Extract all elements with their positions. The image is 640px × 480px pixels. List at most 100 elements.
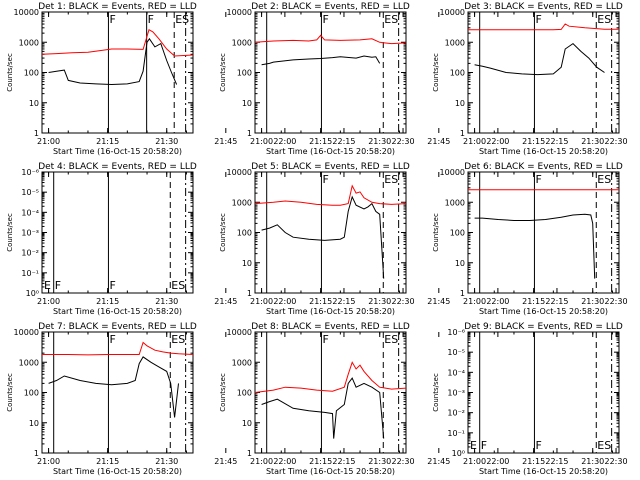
x-tick-label: 21:00 xyxy=(37,297,60,306)
y-tick-label: 1000 xyxy=(232,38,252,47)
x-tick-label: 21:00 xyxy=(250,137,273,146)
y-tick-label: 10 xyxy=(455,99,465,108)
event-marker-label: ES xyxy=(171,333,185,346)
x-tick-label: 22:15 xyxy=(545,297,568,306)
x-tick-label: 21:00 xyxy=(463,137,486,146)
y-axis-label: Counts/sec xyxy=(219,53,227,92)
x-tick-label: 21:45 xyxy=(214,457,237,466)
chart-panel-6: Det 6: BLACK = Events, RED = LLD Counts/s… xyxy=(432,162,623,316)
x-tick-label: 21:15 xyxy=(309,457,332,466)
x-axis-label: Start Time (16-Oct-15 20:58:20) xyxy=(53,467,182,476)
x-tick-label: 22:30 xyxy=(392,297,415,306)
y-tick-label: 1 xyxy=(34,449,39,458)
x-tick-label: 21:00 xyxy=(463,457,486,466)
event-marker-label: F xyxy=(55,279,61,292)
lld-rate-line xyxy=(41,28,194,57)
x-tick-label: 22:30 xyxy=(605,137,628,146)
event-marker-label: F xyxy=(322,13,328,26)
x-tick-label: 22:00 xyxy=(486,457,509,466)
x-tick-label: 21:45 xyxy=(214,137,237,146)
y-tick-label: 1 xyxy=(460,289,465,298)
x-tick-label: 21:00 xyxy=(250,457,273,466)
chart-title: Det 3: BLACK = Events, RED = LLD xyxy=(464,2,623,12)
event-marker-label: F xyxy=(481,439,487,452)
x-tick-label: 21:45 xyxy=(427,457,450,466)
y-tick-label: 10⁻¹ xyxy=(21,269,39,278)
y-tick-label: 100 xyxy=(450,229,465,238)
y-tick-label: 1000 xyxy=(232,358,252,367)
chart-title: Det 8: BLACK = Events, RED = LLD xyxy=(251,322,410,332)
chart-title: Det 7: BLACK = Events, RED = LLD xyxy=(38,322,197,332)
y-tick-label: 1000 xyxy=(19,38,39,47)
chart-title: Det 5: BLACK = Events, RED = LLD xyxy=(251,162,410,172)
y-tick-label: 10⁻³ xyxy=(21,229,39,238)
events-rate-line xyxy=(261,195,385,279)
lld-rate-line xyxy=(254,184,407,206)
chart-title: Det 1: BLACK = Events, RED = LLD xyxy=(38,2,197,12)
y-tick-label: 10000 xyxy=(14,328,39,337)
event-marker-label: F xyxy=(535,173,541,186)
x-axis-label: Start Time (16-Oct-15 20:58:20) xyxy=(266,467,395,476)
y-axis-label: Counts/sec xyxy=(219,213,227,252)
events-rate-line xyxy=(48,356,179,418)
y-tick-label: 100 xyxy=(450,69,465,78)
y-tick-label: 10⁻¹ xyxy=(447,429,465,438)
corner-event-label: E xyxy=(470,439,477,452)
x-tick-label: 21:30 xyxy=(368,137,391,146)
chart-panel-2: Det 2: BLACK = Events, RED = LLD Counts/s… xyxy=(219,2,628,156)
x-tick-label: 21:30 xyxy=(368,297,391,306)
x-tick-label: 21:15 xyxy=(96,457,119,466)
y-tick-label: 1 xyxy=(460,129,465,138)
y-tick-label: 100 xyxy=(24,69,39,78)
y-tick-label: 10⁻⁴ xyxy=(21,208,39,217)
chart-panel-3: Det 3: BLACK = Events, RED = LLD Counts/s… xyxy=(432,2,623,156)
y-tick-label: 100 xyxy=(237,389,252,398)
chart-title: Det 2: BLACK = Events, RED = LLD xyxy=(251,2,410,12)
event-marker-label: F xyxy=(322,333,328,346)
y-axis-label: Counts/sec xyxy=(432,373,440,412)
lld-rate-line xyxy=(254,361,407,393)
y-axis-label: Counts/sec xyxy=(219,373,227,412)
y-tick-label: 10⁻⁵ xyxy=(21,188,39,197)
x-tick-label: 21:00 xyxy=(37,457,60,466)
x-tick-label: 21:30 xyxy=(155,297,178,306)
y-axis-label: Counts/sec xyxy=(432,213,440,252)
event-marker-label: ES xyxy=(384,173,398,186)
x-tick-label: 21:45 xyxy=(427,137,450,146)
y-axis-label: Counts/sec xyxy=(6,213,14,252)
x-tick-label: 22:30 xyxy=(605,457,628,466)
chart-panel-9: Det 9: BLACK = Events, RED = LLD Counts/s… xyxy=(432,322,623,476)
x-axis-label: Start Time (16-Oct-15 20:58:20) xyxy=(53,147,182,156)
corner-event-label: E xyxy=(44,279,51,292)
x-axis-label: Start Time (16-Oct-15 20:58:20) xyxy=(479,147,608,156)
events-rate-line xyxy=(48,37,178,86)
y-tick-label: 1000 xyxy=(445,198,465,207)
x-tick-label: 22:15 xyxy=(332,137,355,146)
chart-panel-4: Det 4: BLACK = Events, RED = LLD Counts/s… xyxy=(6,162,415,316)
x-tick-label: 21:30 xyxy=(155,457,178,466)
event-marker-label: F xyxy=(535,13,541,26)
y-tick-label: 1 xyxy=(34,129,39,138)
chart-panel-5: Det 5: BLACK = Events, RED = LLD Counts/s… xyxy=(219,162,628,316)
y-tick-label: 1000 xyxy=(19,358,39,367)
x-tick-label: 21:30 xyxy=(368,457,391,466)
x-axis-label: Start Time (16-Oct-15 20:58:20) xyxy=(266,307,395,316)
chart-title: Det 6: BLACK = Events, RED = LLD xyxy=(464,162,623,172)
y-tick-label: 10 xyxy=(29,419,39,428)
chart-panel-1: Det 1: BLACK = Events, RED = LLD Counts/s… xyxy=(6,2,415,156)
events-rate-line xyxy=(474,213,596,279)
y-axis-label: Counts/sec xyxy=(6,373,14,412)
event-marker-label: ES xyxy=(384,13,398,26)
y-tick-label: 10⁻⁴ xyxy=(447,368,465,377)
event-marker-label: F xyxy=(148,13,154,26)
y-tick-label: 10 xyxy=(242,259,252,268)
y-tick-label: 10000 xyxy=(440,8,465,17)
y-tick-label: 10 xyxy=(455,259,465,268)
x-tick-label: 21:15 xyxy=(522,137,545,146)
y-tick-label: 10000 xyxy=(227,8,252,17)
event-marker-label: F xyxy=(322,173,328,186)
y-tick-label: 10⁻² xyxy=(21,249,39,258)
event-marker-label: F xyxy=(109,333,115,346)
x-tick-label: 22:00 xyxy=(486,297,509,306)
event-marker-label: F xyxy=(535,439,541,452)
